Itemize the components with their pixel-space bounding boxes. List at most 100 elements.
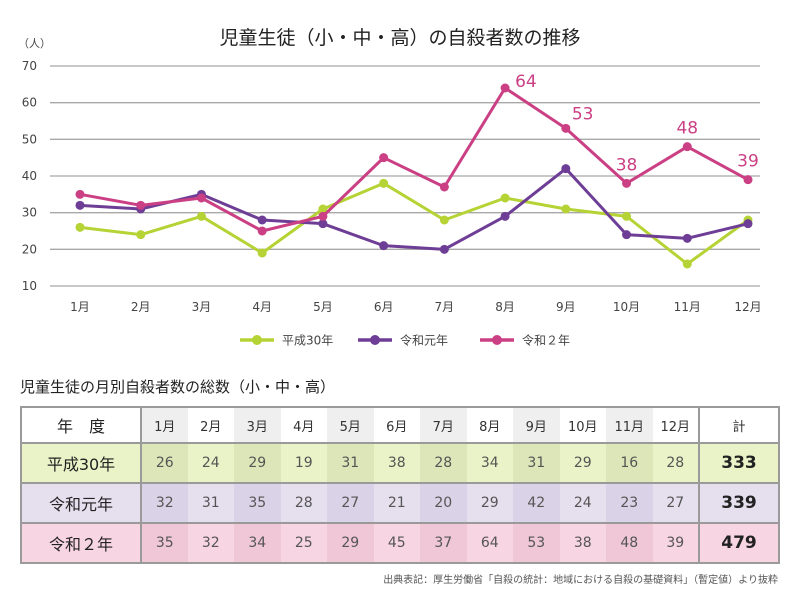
data-point (561, 164, 571, 174)
x-axis-ticks: 1月 2月 3月 4月 5月 6月 7月 8月 9月 10月 11月 12月 (70, 300, 761, 314)
legend-item-2: 令和２年 (480, 333, 570, 348)
month-header: 11月 (606, 406, 653, 444)
data-point (561, 123, 571, 133)
data-point (743, 175, 753, 185)
grid-lines (50, 65, 760, 287)
value-cell: 29 (559, 442, 606, 484)
y-tick-label: 10 (22, 279, 37, 293)
series-group (75, 83, 753, 269)
data-point (682, 142, 692, 152)
month-header: 1月 (141, 406, 188, 444)
series-line (79, 86, 749, 233)
data-point (439, 215, 449, 225)
total-header: 計 (698, 406, 780, 444)
value-cell: 23 (606, 482, 653, 524)
data-point (75, 189, 85, 199)
legend-item-0: 平成30年 (240, 334, 333, 348)
table-row: 令和２年 35 32 34 25 29 45 37 64 53 38 48 39 479 (20, 522, 780, 564)
value-cell: 35 (141, 522, 188, 564)
x-tick-label: 8月 (495, 300, 515, 314)
data-point (136, 200, 146, 210)
x-tick-label: 6月 (374, 300, 394, 314)
data-point (500, 193, 510, 203)
legend-swatch-dot (252, 335, 262, 345)
month-header: 12月 (652, 406, 699, 444)
x-tick-label: 10月 (613, 300, 640, 314)
value-cell: 20 (420, 482, 467, 524)
value-cell: 39 (652, 522, 699, 564)
x-tick-label: 2月 (131, 300, 151, 314)
data-label: 38 (616, 155, 638, 175)
value-cell: 21 (373, 482, 420, 524)
value-cell: 34 (234, 522, 281, 564)
legend-label: 令和元年 (400, 333, 448, 348)
value-cell: 31 (513, 442, 560, 484)
total-cell: 479 (698, 522, 780, 564)
value-cell: 24 (187, 442, 234, 484)
data-point (318, 219, 328, 229)
data-point (75, 222, 85, 232)
value-cell: 64 (466, 522, 513, 564)
value-cell: 24 (559, 482, 606, 524)
data-point (379, 153, 389, 163)
data-label: 53 (572, 104, 594, 124)
chart-title: 児童生徒（小・中・高）の自殺者数の推移 (219, 27, 580, 49)
data-point (379, 241, 389, 251)
month-header: 7月 (420, 406, 467, 444)
x-tick-label: 11月 (674, 300, 701, 314)
series-0 (75, 178, 753, 269)
month-header: 4月 (280, 406, 327, 444)
value-cell: 38 (559, 522, 606, 564)
value-cell: 28 (652, 442, 699, 484)
source-note: 出典表記：厚生労働省「自殺の統計：地域における自殺の基礎資料」（暫定値）より抜粋 (383, 575, 778, 586)
value-cell: 35 (234, 482, 281, 524)
data-point (318, 204, 328, 214)
data-point (136, 230, 146, 240)
data-labels: 64 53 38 48 39 (515, 72, 759, 175)
table-body: 平成30年 26 24 29 19 31 38 28 34 31 29 16 28 333 令和元年 32 31… (20, 442, 780, 564)
value-cell: 32 (187, 522, 234, 564)
y-tick-label: 20 (22, 242, 37, 256)
value-cell: 31 (327, 442, 374, 484)
total-cell: 339 (698, 482, 780, 524)
value-cell: 37 (420, 522, 467, 564)
value-cell: 27 (327, 482, 374, 524)
table-row: 令和元年 32 31 35 28 27 21 20 29 42 24 23 27 339 (20, 482, 780, 524)
line-chart: 児童生徒（小・中・高）の自殺者数の推移 （人） 70 60 50 40 30 20 10 1… (18, 27, 762, 348)
legend-item-1: 令和元年 (358, 333, 448, 348)
x-tick-label: 5月 (313, 300, 333, 314)
legend-swatch-dot (370, 335, 380, 345)
value-cell: 28 (420, 442, 467, 484)
series-2 (75, 83, 753, 236)
data-point (257, 248, 267, 258)
monthly-data-table: 年 度 1月 2月 3月 4月 5月 6月 7月 8月 9月 10月 11月 12月計 平成30年 26… (20, 406, 780, 564)
data-point (75, 200, 85, 210)
value-cell: 48 (606, 522, 653, 564)
x-tick-label: 3月 (192, 300, 212, 314)
data-label: 48 (676, 119, 698, 139)
series-line (79, 167, 749, 251)
value-cell: 29 (327, 522, 374, 564)
value-cell: 29 (466, 482, 513, 524)
value-cell: 16 (606, 442, 653, 484)
y-tick-label: 50 (22, 132, 37, 146)
value-cell: 26 (141, 442, 188, 484)
value-cell: 53 (513, 522, 560, 564)
value-cell: 28 (280, 482, 327, 524)
legend-label: 平成30年 (282, 334, 333, 348)
month-header: 3月 (234, 406, 281, 444)
data-point (257, 226, 267, 236)
month-header: 8月 (466, 406, 513, 444)
data-point (682, 233, 692, 243)
value-cell: 42 (513, 482, 560, 524)
month-header: 9月 (513, 406, 560, 444)
series-line (79, 181, 749, 266)
data-point (622, 211, 632, 221)
total-cell: 333 (698, 442, 780, 484)
value-cell: 32 (141, 482, 188, 524)
year-header: 年 度 (20, 406, 142, 444)
value-cell: 29 (234, 442, 281, 484)
y-axis-unit: （人） (18, 37, 51, 50)
data-point (743, 219, 753, 229)
data-point (439, 244, 449, 254)
